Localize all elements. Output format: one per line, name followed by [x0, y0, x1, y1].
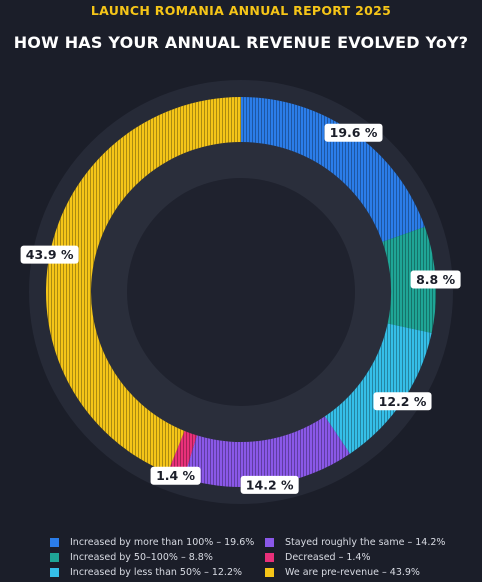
legend-label: Increased by more than 100% – 19.6%: [70, 537, 255, 548]
legend-label: Stayed roughly the same – 14.2%: [285, 537, 446, 548]
slice-hatch-0: [241, 97, 425, 242]
data-label-2: 12.2 %: [373, 392, 432, 411]
legend-label: Increased by 50–100% – 8.8%: [70, 552, 213, 563]
data-label-text-3: 14.2 %: [246, 477, 294, 492]
data-label-5: 43.9 %: [20, 245, 79, 264]
slice-hatch-1: [382, 226, 436, 334]
legend-label: Increased by less than 50% – 12.2%: [70, 567, 243, 578]
legend-swatch: [50, 553, 59, 562]
data-label-text-2: 12.2 %: [379, 394, 427, 409]
slice-hatch-4: [167, 430, 197, 479]
slice-hatch-3: [183, 416, 351, 487]
legend-swatch: [50, 568, 59, 577]
donut-chart: 19.6 % 8.8 % 12.2 % 14.2 % 1.4 % 43.9 %: [20, 80, 461, 504]
data-label-1: 8.8 %: [410, 270, 461, 289]
data-label-box-4: [150, 466, 201, 485]
legend-label: We are pre-revenue – 43.9%: [285, 567, 420, 578]
legend-swatch: [265, 553, 274, 562]
data-label-box-3: [240, 475, 299, 494]
legend-label: Decreased – 1.4%: [285, 552, 371, 563]
legend-item: Stayed roughly the same – 14.2%: [265, 536, 465, 549]
report-title: LAUNCH ROMANIA ANNUAL REPORT 2025: [90, 3, 392, 18]
data-label-box-0: [324, 123, 383, 142]
legend-item: Increased by 50–100% – 8.8%: [50, 551, 265, 564]
chart-title: HOW HAS YOUR ANNUAL REVENUE EVOLVED YoY?: [13, 33, 469, 52]
legend-item: Increased by more than 100% – 19.6%: [50, 536, 265, 549]
data-label-text-4: 1.4 %: [156, 468, 195, 483]
legend-item: We are pre-revenue – 43.9%: [265, 566, 465, 579]
data-label-box-1: [410, 270, 461, 289]
slice-hatch-5: [45, 97, 241, 473]
legend-swatch: [265, 568, 274, 577]
legend-swatch: [265, 538, 274, 547]
data-label-3: 14.2 %: [240, 475, 299, 494]
slice-hatch-2: [324, 323, 432, 454]
data-label-0: 19.6 %: [324, 123, 383, 142]
data-label-box-2: [373, 392, 432, 411]
legend-swatch: [50, 538, 59, 547]
data-label-text-0: 19.6 %: [330, 125, 378, 140]
legend-item: Decreased – 1.4%: [265, 551, 465, 564]
chart-legend: Increased by more than 100% – 19.6% Staye…: [50, 536, 470, 579]
data-label-text-5: 43.9 %: [26, 247, 74, 262]
legend-item: Increased by less than 50% – 12.2%: [50, 566, 265, 579]
data-label-4: 1.4 %: [150, 466, 201, 485]
data-label-box-5: [20, 245, 79, 264]
data-label-text-1: 8.8 %: [416, 272, 455, 287]
donut-hole: [127, 178, 355, 406]
